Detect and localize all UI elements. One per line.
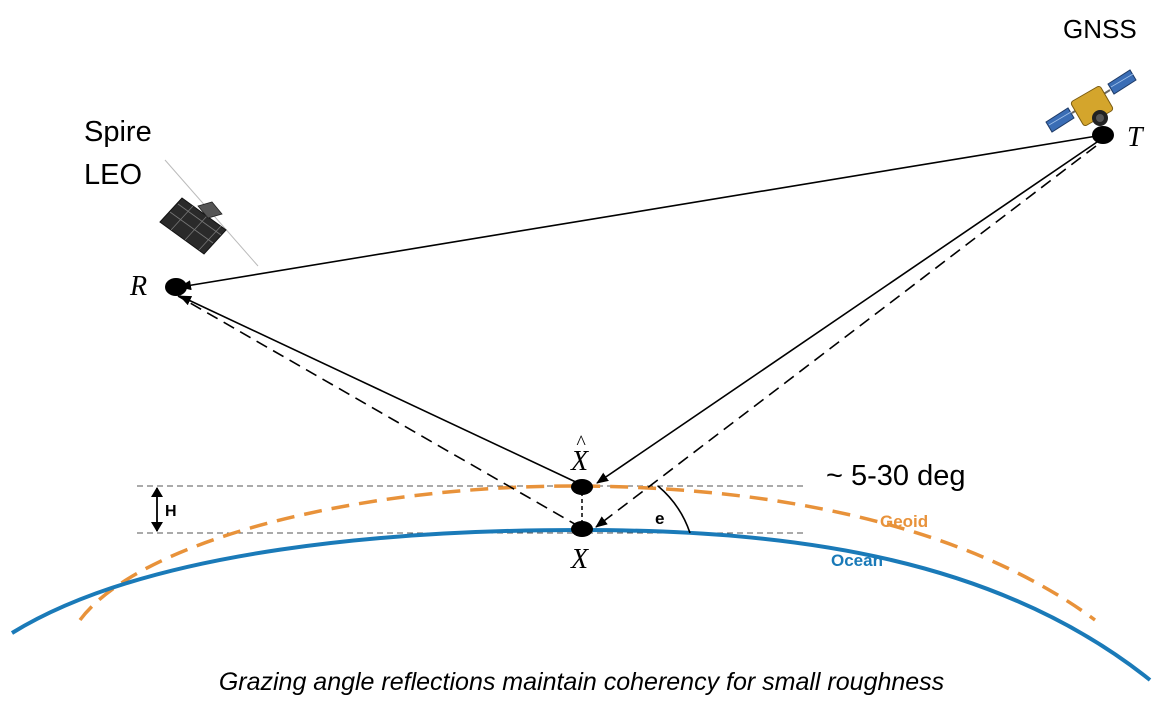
elevation-label: e xyxy=(655,509,664,528)
leo-satellite-icon xyxy=(159,159,259,267)
receiver-label: R xyxy=(129,271,147,302)
geoid-label: Geoid xyxy=(880,512,928,531)
direct-signal-path xyxy=(179,134,1104,291)
spire-label: Spire xyxy=(84,116,152,148)
transmitter-label: T xyxy=(1127,122,1145,153)
figure-caption: Grazing angle reflections maintain coher… xyxy=(218,668,945,696)
gnss-satellite-icon xyxy=(1045,69,1137,133)
height-arrow-bottom-head xyxy=(151,522,163,532)
incident-ray-dashed xyxy=(595,145,1097,528)
height-label: H xyxy=(165,503,177,520)
specular-true-label: X xyxy=(570,544,589,575)
leo-label: LEO xyxy=(84,159,142,191)
specular-estimated-label: X xyxy=(570,446,589,477)
height-arrow-top-head xyxy=(151,487,163,497)
incident-ray-solid xyxy=(596,139,1101,484)
specular-point-estimated xyxy=(571,479,593,495)
angle-range-label: ~ 5-30 deg xyxy=(826,460,965,492)
reflected-ray-dashed xyxy=(177,295,581,528)
specular-estimated-hat: ^ xyxy=(576,432,586,454)
receiver-point xyxy=(165,278,187,296)
ocean-label: Ocean xyxy=(831,551,883,570)
geoid-curve xyxy=(78,484,1097,622)
reflected-ray-solid xyxy=(179,295,581,485)
gnss-label: GNSS xyxy=(1063,14,1137,44)
elevation-angle-arc xyxy=(657,485,691,534)
transmitter-point xyxy=(1092,126,1114,144)
specular-point-true xyxy=(571,521,593,537)
